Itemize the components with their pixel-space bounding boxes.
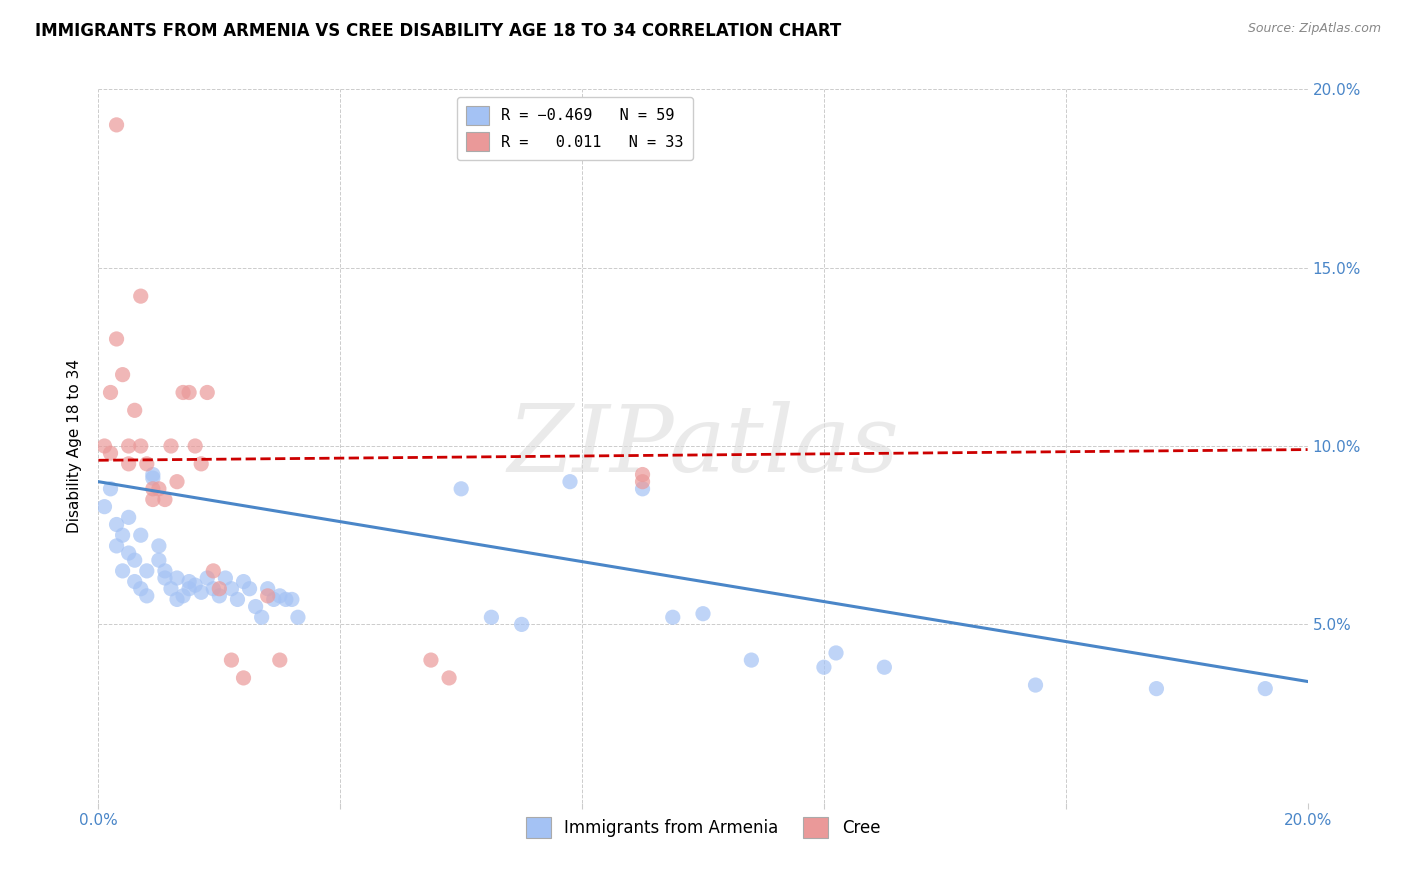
Point xyxy=(105,539,128,553)
Point xyxy=(93,500,115,514)
Point xyxy=(190,457,212,471)
Point xyxy=(825,646,848,660)
Point xyxy=(1144,681,1167,696)
Point xyxy=(129,289,152,303)
Point xyxy=(250,610,273,624)
Point xyxy=(269,653,291,667)
Point xyxy=(153,571,176,585)
Point xyxy=(661,610,683,624)
Point xyxy=(135,457,157,471)
Point xyxy=(142,482,165,496)
Point xyxy=(105,517,128,532)
Point xyxy=(142,471,165,485)
Point xyxy=(111,528,134,542)
Point xyxy=(124,403,146,417)
Point xyxy=(813,660,835,674)
Point xyxy=(420,653,443,667)
Point xyxy=(263,592,285,607)
Point xyxy=(153,564,176,578)
Text: IMMIGRANTS FROM ARMENIA VS CREE DISABILITY AGE 18 TO 34 CORRELATION CHART: IMMIGRANTS FROM ARMENIA VS CREE DISABILI… xyxy=(35,22,841,40)
Point xyxy=(631,475,654,489)
Point xyxy=(1024,678,1046,692)
Point xyxy=(232,574,254,589)
Point xyxy=(148,482,170,496)
Point xyxy=(873,660,896,674)
Point xyxy=(631,482,654,496)
Point xyxy=(118,439,141,453)
Point xyxy=(287,610,309,624)
Point xyxy=(195,385,218,400)
Point xyxy=(558,475,581,489)
Point xyxy=(179,582,201,596)
Point xyxy=(214,571,236,585)
Point xyxy=(172,589,194,603)
Point xyxy=(160,439,183,453)
Point xyxy=(274,592,297,607)
Point xyxy=(129,439,152,453)
Point xyxy=(93,439,115,453)
Point xyxy=(208,582,231,596)
Point xyxy=(148,539,170,553)
Point xyxy=(118,546,141,560)
Point xyxy=(190,585,212,599)
Point xyxy=(100,385,122,400)
Point xyxy=(135,589,157,603)
Point xyxy=(740,653,762,667)
Point xyxy=(111,564,134,578)
Point xyxy=(256,589,278,603)
Point xyxy=(142,492,165,507)
Legend: Immigrants from Armenia, Cree: Immigrants from Armenia, Cree xyxy=(519,811,887,845)
Point xyxy=(179,385,201,400)
Point xyxy=(239,582,262,596)
Point xyxy=(135,564,157,578)
Point xyxy=(437,671,460,685)
Point xyxy=(105,332,128,346)
Point xyxy=(179,574,201,589)
Point xyxy=(208,589,231,603)
Point xyxy=(153,492,176,507)
Point xyxy=(631,467,654,482)
Point xyxy=(269,589,291,603)
Point xyxy=(1254,681,1277,696)
Point xyxy=(100,482,122,496)
Point xyxy=(450,482,472,496)
Text: ZIPatlas: ZIPatlas xyxy=(508,401,898,491)
Point xyxy=(202,564,225,578)
Point xyxy=(510,617,533,632)
Point xyxy=(124,574,146,589)
Point xyxy=(160,582,183,596)
Point xyxy=(172,385,194,400)
Point xyxy=(129,582,152,596)
Point xyxy=(111,368,134,382)
Point xyxy=(184,578,207,592)
Point xyxy=(692,607,714,621)
Point xyxy=(281,592,304,607)
Point xyxy=(184,439,207,453)
Point xyxy=(481,610,503,624)
Point xyxy=(129,528,152,542)
Point xyxy=(148,553,170,567)
Point xyxy=(166,571,188,585)
Text: Source: ZipAtlas.com: Source: ZipAtlas.com xyxy=(1247,22,1381,36)
Point xyxy=(202,582,225,596)
Point xyxy=(221,582,243,596)
Point xyxy=(100,446,122,460)
Point xyxy=(245,599,267,614)
Point xyxy=(195,571,218,585)
Point xyxy=(118,457,141,471)
Point xyxy=(166,592,188,607)
Point xyxy=(105,118,128,132)
Point xyxy=(256,582,278,596)
Point xyxy=(232,671,254,685)
Point xyxy=(118,510,141,524)
Point xyxy=(166,475,188,489)
Point xyxy=(142,467,165,482)
Point xyxy=(226,592,249,607)
Point xyxy=(221,653,243,667)
Point xyxy=(124,553,146,567)
Y-axis label: Disability Age 18 to 34: Disability Age 18 to 34 xyxy=(67,359,83,533)
